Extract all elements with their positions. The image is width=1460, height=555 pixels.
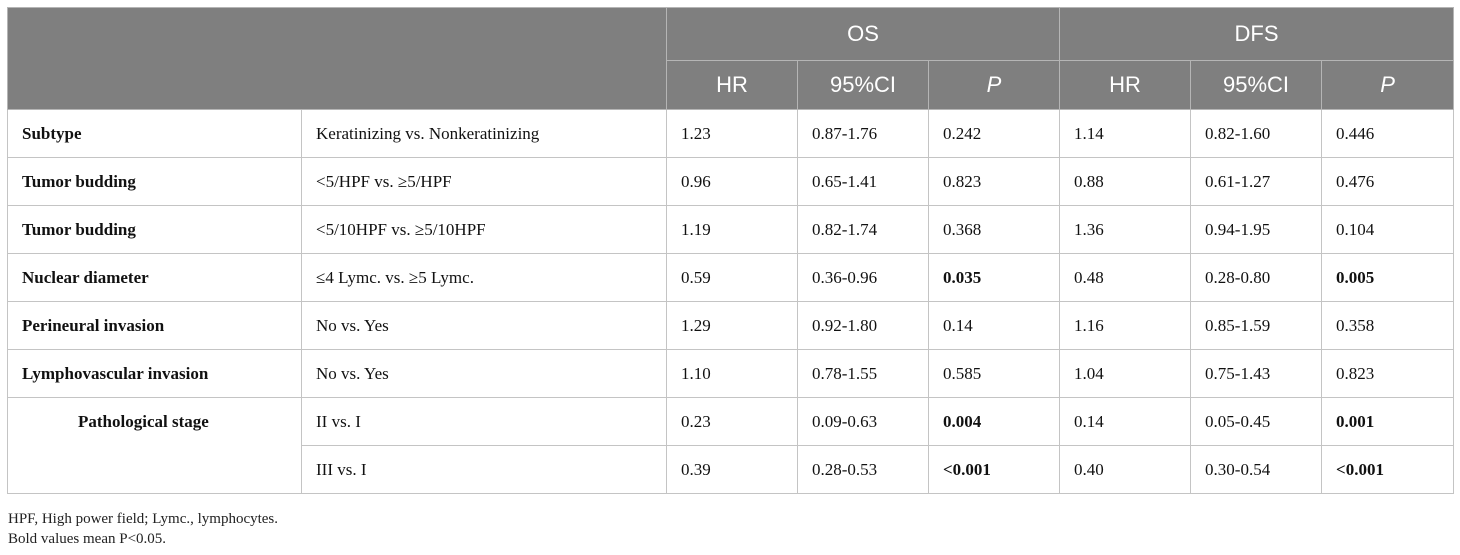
os-p-cell: 0.585 [927, 349, 1061, 398]
os-hr-cell: 0.23 [666, 397, 798, 446]
table-row: Tumor budding <5/10HPF vs. ≥5/10HPF 1.19… [7, 205, 1455, 254]
dfs-hr-cell: 1.14 [1059, 109, 1192, 158]
os-ci-cell: 0.78-1.55 [797, 349, 929, 398]
dfs-ci-cell: 0.28-0.80 [1190, 253, 1323, 302]
os-ci-cell: 0.65-1.41 [797, 157, 929, 206]
header-row-groups: OS DFS [7, 7, 1455, 110]
dfs-hr-cell: 0.40 [1059, 445, 1192, 494]
os-p-cell: 0.14 [927, 301, 1061, 350]
header-dfs-hr: HR [1059, 60, 1192, 110]
os-p-cell: 0.035 [927, 253, 1061, 302]
os-ci-cell: 0.87-1.76 [797, 109, 929, 158]
comparison-cell: No vs. Yes [301, 301, 667, 350]
dfs-hr-cell: 1.16 [1059, 301, 1192, 350]
os-hr-cell: 0.96 [666, 157, 798, 206]
dfs-hr-cell: 0.48 [1059, 253, 1192, 302]
dfs-ci-cell: 0.85-1.59 [1190, 301, 1323, 350]
dfs-p-cell: 0.476 [1321, 157, 1455, 206]
dfs-p-cell: 0.001 [1321, 397, 1455, 446]
cox-regression-table: OS DFS HR 95%CI P HR 95%CI P Subtype Ker… [7, 7, 1455, 494]
variable-cell: Subtype [7, 109, 302, 158]
os-hr-cell: 1.29 [666, 301, 798, 350]
dfs-ci-cell: 0.05-0.45 [1190, 397, 1323, 446]
header-group-dfs: DFS [1059, 7, 1455, 61]
dfs-ci-cell: 0.82-1.60 [1190, 109, 1323, 158]
dfs-p-cell: 0.358 [1321, 301, 1455, 350]
header-blank-cell [7, 7, 667, 110]
variable-cell: Tumor budding [7, 157, 302, 206]
comparison-cell: <5/10HPF vs. ≥5/10HPF [301, 205, 667, 254]
os-hr-cell: 1.23 [666, 109, 798, 158]
variable-cell: Pathological stage [7, 397, 302, 494]
variable-cell: Perineural invasion [7, 301, 302, 350]
results-table-container: OS DFS HR 95%CI P HR 95%CI P Subtype Ker… [7, 7, 1455, 494]
os-p-cell: 0.823 [927, 157, 1061, 206]
table-row: Subtype Keratinizing vs. Nonkeratinizing… [7, 109, 1455, 158]
dfs-p-cell: 0.005 [1321, 253, 1455, 302]
variable-cell: Tumor budding [7, 205, 302, 254]
dfs-hr-cell: 1.36 [1059, 205, 1192, 254]
os-ci-cell: 0.09-0.63 [797, 397, 929, 446]
header-os-p: P [927, 60, 1061, 110]
comparison-cell: ≤4 Lymc. vs. ≥5 Lymc. [301, 253, 667, 302]
os-p-cell: 0.242 [927, 109, 1061, 158]
dfs-p-cell: 0.104 [1321, 205, 1455, 254]
os-hr-cell: 1.19 [666, 205, 798, 254]
comparison-cell: No vs. Yes [301, 349, 667, 398]
dfs-hr-cell: 0.14 [1059, 397, 1192, 446]
dfs-ci-cell: 0.30-0.54 [1190, 445, 1323, 494]
header-os-hr: HR [666, 60, 798, 110]
comparison-cell: Keratinizing vs. Nonkeratinizing [301, 109, 667, 158]
footnote-abbreviations: HPF, High power field; Lymc., lymphocyte… [8, 511, 279, 527]
os-ci-cell: 0.82-1.74 [797, 205, 929, 254]
dfs-hr-cell: 0.88 [1059, 157, 1192, 206]
table-footnotes: HPF, High power field; Lymc., lymphocyte… [8, 509, 278, 549]
os-p-cell: 0.368 [927, 205, 1061, 254]
header-dfs-ci: 95%CI [1190, 60, 1323, 110]
table-row: Perineural invasion No vs. Yes 1.29 0.92… [7, 301, 1455, 350]
os-hr-cell: 0.59 [666, 253, 798, 302]
table-row: Nuclear diameter ≤4 Lymc. vs. ≥5 Lymc. 0… [7, 253, 1455, 302]
header-row-columns: HR 95%CI P HR 95%CI P [8, 60, 1455, 110]
comparison-cell: III vs. I [301, 445, 667, 494]
footnote-bold-meaning: Bold values mean P<0.05. [8, 531, 167, 547]
os-ci-cell: 0.92-1.80 [797, 301, 929, 350]
comparison-cell: II vs. I [301, 397, 667, 446]
os-ci-cell: 0.28-0.53 [797, 445, 929, 494]
comparison-cell: <5/HPF vs. ≥5/HPF [301, 157, 667, 206]
os-p-cell: <0.001 [927, 445, 1061, 494]
header-group-os: OS [665, 7, 1061, 61]
os-ci-cell: 0.36-0.96 [797, 253, 929, 302]
header-dfs-p: P [1321, 60, 1455, 110]
variable-cell: Lymphovascular invasion [7, 349, 302, 398]
header-os-ci: 95%CI [797, 60, 929, 110]
os-p-cell: 0.004 [927, 397, 1061, 446]
os-hr-cell: 0.39 [666, 445, 798, 494]
variable-cell: Nuclear diameter [7, 253, 302, 302]
table-row: Tumor budding <5/HPF vs. ≥5/HPF 0.96 0.6… [7, 157, 1455, 206]
dfs-p-cell: 0.446 [1321, 109, 1455, 158]
table-row: Lymphovascular invasion No vs. Yes 1.10 … [7, 349, 1455, 398]
dfs-ci-cell: 0.75-1.43 [1190, 349, 1323, 398]
os-hr-cell: 1.10 [666, 349, 798, 398]
dfs-ci-cell: 0.61-1.27 [1190, 157, 1323, 206]
dfs-p-cell: 0.823 [1321, 349, 1455, 398]
table-row: III vs. I 0.39 0.28-0.53 <0.001 0.40 0.3… [8, 445, 1455, 494]
dfs-p-cell: <0.001 [1321, 445, 1455, 494]
dfs-ci-cell: 0.94-1.95 [1190, 205, 1323, 254]
dfs-hr-cell: 1.04 [1059, 349, 1192, 398]
table-row: Pathological stage II vs. I 0.23 0.09-0.… [7, 397, 1455, 494]
